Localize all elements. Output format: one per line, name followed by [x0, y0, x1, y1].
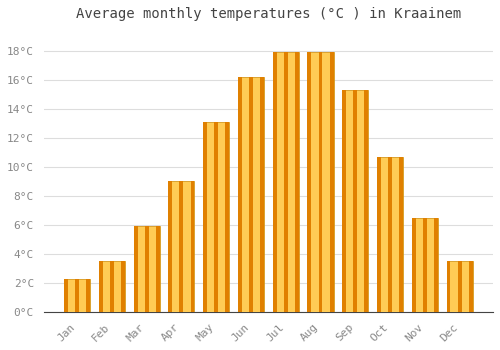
- Bar: [458, 261, 462, 312]
- Bar: [399, 157, 403, 312]
- Bar: [412, 218, 438, 312]
- Bar: [272, 52, 276, 312]
- Bar: [468, 261, 472, 312]
- Bar: [203, 122, 207, 312]
- Bar: [423, 218, 427, 312]
- Title: Average monthly temperatures (°C ) in Kraainem: Average monthly temperatures (°C ) in Kr…: [76, 7, 461, 21]
- Bar: [156, 226, 160, 312]
- Bar: [144, 226, 148, 312]
- Bar: [238, 77, 242, 312]
- Bar: [99, 261, 103, 312]
- Bar: [318, 52, 322, 312]
- Bar: [272, 52, 299, 312]
- Bar: [64, 279, 90, 312]
- Bar: [295, 52, 299, 312]
- Bar: [110, 261, 114, 312]
- Bar: [434, 218, 438, 312]
- Bar: [446, 261, 472, 312]
- Bar: [446, 261, 450, 312]
- Bar: [99, 261, 125, 312]
- Bar: [412, 218, 416, 312]
- Bar: [377, 157, 381, 312]
- Bar: [249, 77, 253, 312]
- Bar: [284, 52, 288, 312]
- Bar: [75, 279, 79, 312]
- Bar: [190, 181, 194, 312]
- Bar: [86, 279, 90, 312]
- Bar: [342, 90, 346, 312]
- Bar: [134, 226, 138, 312]
- Bar: [342, 90, 368, 312]
- Bar: [168, 181, 194, 312]
- Bar: [308, 52, 312, 312]
- Bar: [203, 122, 229, 312]
- Bar: [377, 157, 403, 312]
- Bar: [308, 52, 334, 312]
- Bar: [260, 77, 264, 312]
- Bar: [214, 122, 218, 312]
- Bar: [121, 261, 125, 312]
- Bar: [364, 90, 368, 312]
- Bar: [180, 181, 184, 312]
- Bar: [134, 226, 160, 312]
- Bar: [168, 181, 172, 312]
- Bar: [354, 90, 357, 312]
- Bar: [388, 157, 392, 312]
- Bar: [238, 77, 264, 312]
- Bar: [330, 52, 334, 312]
- Bar: [226, 122, 229, 312]
- Bar: [64, 279, 68, 312]
